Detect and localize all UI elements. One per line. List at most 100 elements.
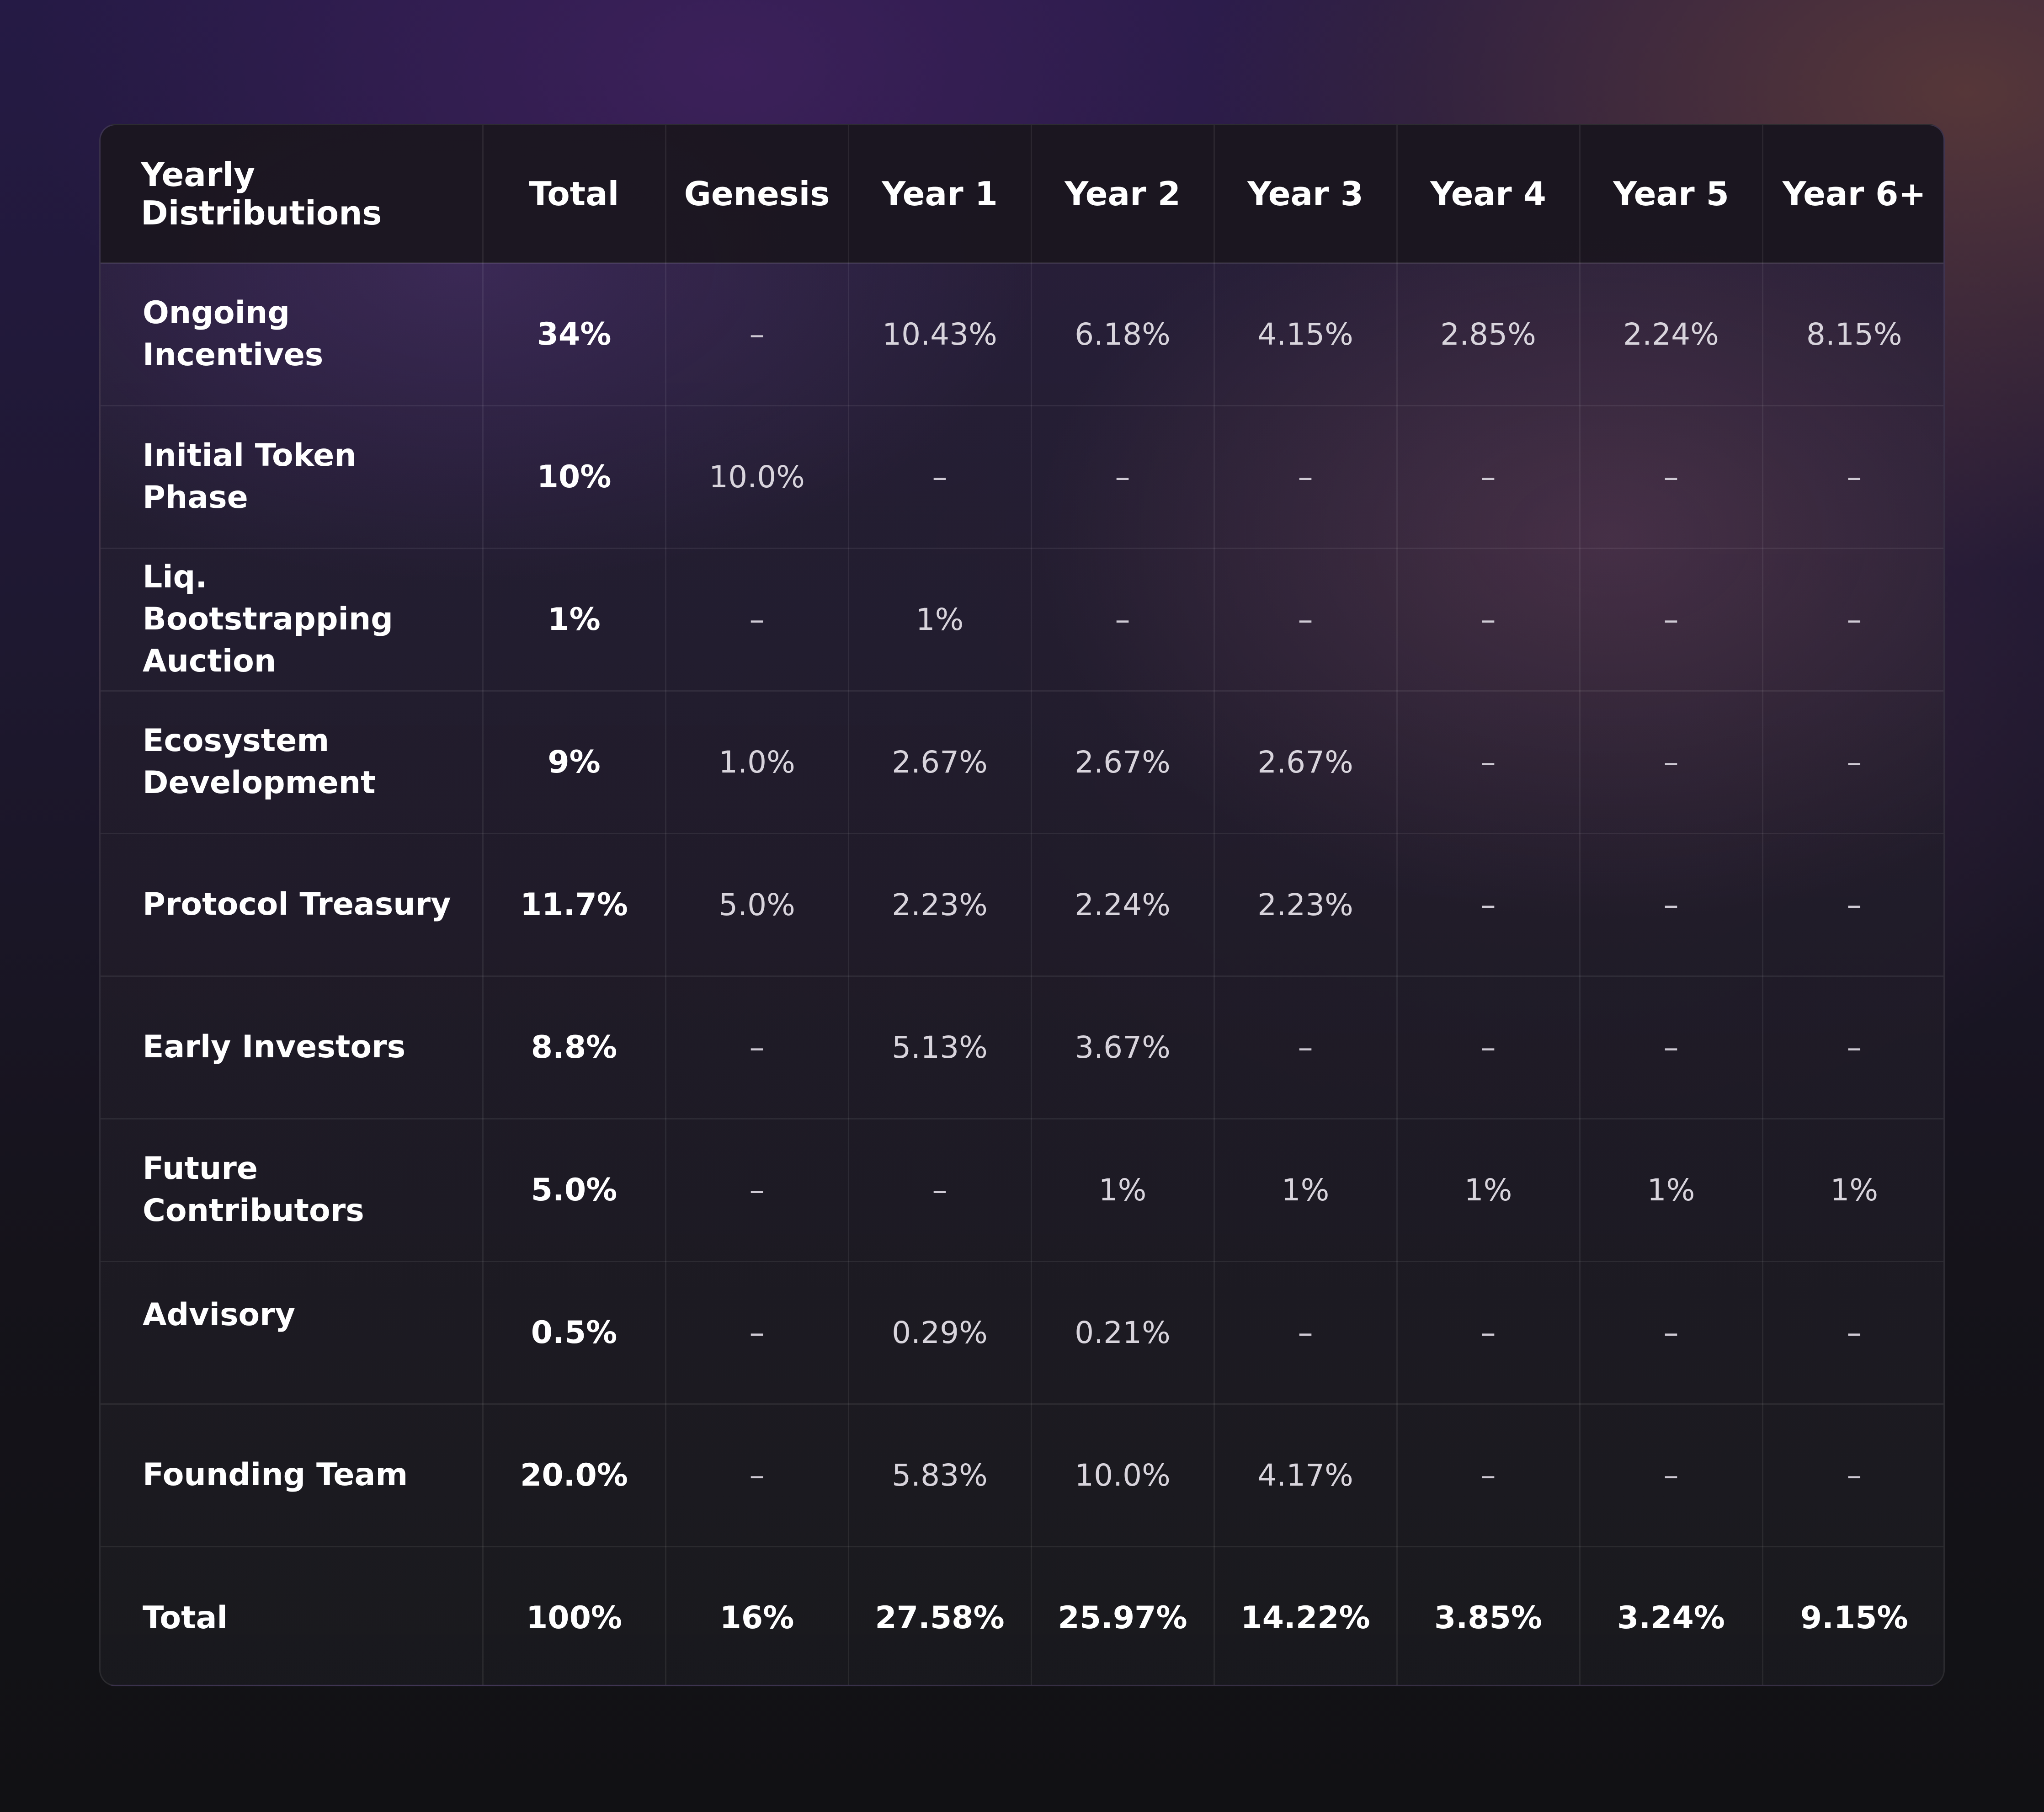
totals-row: Total 100% 16% 27.58% 25.97% 14.22% 3.85… [101, 1546, 1943, 1685]
column-header-year-6-plus: Year 6+ [1762, 125, 1943, 264]
cell-year-3: – [1214, 548, 1398, 692]
row-total: 11.7% [483, 833, 666, 977]
cell-year-1: – [848, 1119, 1032, 1262]
cell-year-6-plus: – [1762, 833, 1943, 977]
row-label: Early Investors [101, 976, 484, 1119]
row-label: Future Contributors [101, 1119, 484, 1262]
column-header-year-5: Year 5 [1580, 125, 1763, 264]
table-row: Advisory 0.5% – 0.29% 0.21% – – – – [101, 1261, 1943, 1405]
cell-year-5: – [1580, 976, 1763, 1119]
cell-year-2: – [1031, 548, 1215, 692]
cell-year-3: 1% [1214, 1119, 1398, 1262]
table-row: Ongoing Incentives 34% – 10.43% 6.18% 4.… [101, 263, 1943, 406]
cell-year-1: 0.29% [848, 1261, 1032, 1405]
cell-genesis: – [665, 1119, 849, 1262]
column-header-year-2: Year 2 [1031, 125, 1215, 264]
table-row: Protocol Treasury 11.7% 5.0% 2.23% 2.24%… [101, 833, 1943, 977]
totals-cell-year-1: 27.58% [848, 1546, 1032, 1685]
row-total: 8.8% [483, 976, 666, 1119]
totals-cell-year-5: 3.24% [1580, 1546, 1763, 1685]
cell-year-2: – [1031, 405, 1215, 549]
cell-year-6-plus: – [1762, 1404, 1943, 1547]
cell-year-2: 1% [1031, 1119, 1215, 1262]
cell-year-1: 1% [848, 548, 1032, 692]
cell-year-1: 5.83% [848, 1404, 1032, 1547]
cell-year-5: 1% [1580, 1119, 1763, 1262]
distribution-table-card: Yearly Distributions Total Genesis Year … [99, 124, 1945, 1686]
totals-cell-genesis: 16% [665, 1546, 849, 1685]
cell-year-5: – [1580, 691, 1763, 834]
cell-year-3: – [1214, 405, 1398, 549]
cell-year-3: 2.23% [1214, 833, 1398, 977]
cell-year-5: – [1580, 1261, 1763, 1405]
table-row: Founding Team 20.0% – 5.83% 10.0% 4.17% … [101, 1404, 1943, 1547]
table-row: Ecosystem Development 9% 1.0% 2.67% 2.67… [101, 691, 1943, 834]
row-label: Ongoing Incentives [101, 263, 484, 406]
table-row: Liq. Bootstrapping Auction 1% – 1% – – –… [101, 548, 1943, 692]
table-row: Early Investors 8.8% – 5.13% 3.67% – – –… [101, 976, 1943, 1119]
cell-year-2: 3.67% [1031, 976, 1215, 1119]
cell-year-5: 2.24% [1580, 263, 1763, 406]
cell-year-6-plus: 1% [1762, 1119, 1943, 1262]
cell-year-1: – [848, 405, 1032, 549]
cell-year-2: 0.21% [1031, 1261, 1215, 1405]
cell-year-4: – [1397, 833, 1581, 977]
cell-year-4: – [1397, 548, 1581, 692]
totals-row-total: 100% [483, 1546, 666, 1685]
row-label: Advisory [101, 1261, 484, 1405]
cell-year-1: 10.43% [848, 263, 1032, 406]
cell-year-6-plus: – [1762, 691, 1943, 834]
cell-year-5: – [1580, 833, 1763, 977]
cell-year-1: 5.13% [848, 976, 1032, 1119]
totals-cell-year-3: 14.22% [1214, 1546, 1398, 1685]
cell-year-6-plus: – [1762, 976, 1943, 1119]
cell-year-3: 4.17% [1214, 1404, 1398, 1547]
cell-genesis: – [665, 263, 849, 406]
column-header-total: Total [483, 125, 666, 264]
cell-genesis: 10.0% [665, 405, 849, 549]
cell-year-3: – [1214, 976, 1398, 1119]
row-total: 10% [483, 405, 666, 549]
cell-year-3: 4.15% [1214, 263, 1398, 406]
cell-genesis: – [665, 1261, 849, 1405]
row-label: Ecosystem Development [101, 691, 484, 834]
row-label: Protocol Treasury [101, 833, 484, 977]
cell-year-6-plus: – [1762, 405, 1943, 549]
row-total: 9% [483, 691, 666, 834]
totals-cell-year-6-plus: 9.15% [1800, 1600, 1908, 1636]
row-total: 5.0% [483, 1119, 666, 1262]
cell-year-2: 6.18% [1031, 263, 1215, 406]
cell-year-2: 2.24% [1031, 833, 1215, 977]
cell-year-3: 2.67% [1214, 691, 1398, 834]
cell-year-6-plus: – [1762, 548, 1943, 692]
cell-year-4: – [1397, 976, 1581, 1119]
cell-year-3: – [1214, 1261, 1398, 1405]
cell-genesis: 5.0% [665, 833, 849, 977]
cell-year-5: – [1580, 1404, 1763, 1547]
column-header-category: Yearly Distributions [101, 125, 484, 264]
cell-year-2: 2.67% [1031, 691, 1215, 834]
row-label: Founding Team [101, 1404, 484, 1547]
column-header-year-4: Year 4 [1397, 125, 1581, 264]
column-header-year-1: Year 1 [848, 125, 1032, 264]
cell-year-6-plus: – [1762, 1261, 1943, 1405]
cell-year-5: – [1580, 405, 1763, 549]
row-label: Initial Token Phase [101, 405, 484, 549]
cell-year-1: 2.23% [848, 833, 1032, 977]
table-row: Initial Token Phase 10% 10.0% – – – – – … [101, 405, 1943, 549]
cell-year-4: – [1397, 691, 1581, 834]
row-total: 1% [483, 548, 666, 692]
cell-year-2: 10.0% [1031, 1404, 1215, 1547]
column-header-genesis: Genesis [665, 125, 849, 264]
cell-year-4: – [1397, 405, 1581, 549]
row-label: Liq. Bootstrapping Auction [101, 548, 484, 692]
yearly-distributions-table: Yearly Distributions Total Genesis Year … [101, 125, 1943, 1685]
cell-genesis: 1.0% [665, 691, 849, 834]
cell-genesis: – [665, 548, 849, 692]
table-row: Future Contributors 5.0% – – 1% 1% 1% 1%… [101, 1119, 1943, 1262]
cell-genesis: – [665, 976, 849, 1119]
totals-cell-year-2: 25.97% [1031, 1546, 1215, 1685]
cell-year-4: – [1397, 1261, 1581, 1405]
cell-year-1: 2.67% [848, 691, 1032, 834]
column-header-year-3: Year 3 [1214, 125, 1398, 264]
